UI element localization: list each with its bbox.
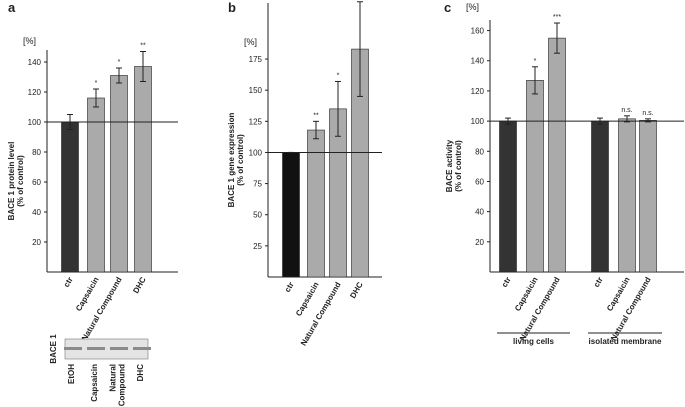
y-axis-label: (% of control) <box>16 155 25 207</box>
significance-label: n.s. <box>642 110 653 117</box>
bar <box>618 118 636 273</box>
x-tick-label: ctr <box>62 276 75 289</box>
y-tick-label: 20 <box>475 238 484 247</box>
x-tick-label: ctr <box>283 281 296 294</box>
y-tick-label: 25 <box>253 242 262 251</box>
group-label: isolated membrane <box>589 337 662 346</box>
error-bar <box>116 67 122 84</box>
bar <box>548 37 566 273</box>
error-bar <box>532 66 538 95</box>
y-tick-label: 120 <box>28 88 42 97</box>
y-axis-label: BACE 1 protein level <box>7 142 16 221</box>
y-axis-label: BACE 1 gene expression <box>227 113 236 208</box>
blot-lane-label: DHC <box>136 364 145 382</box>
y-axis-label: (% of control) <box>236 134 245 186</box>
bar <box>526 80 544 273</box>
x-tick-label: Natural Compound <box>609 275 653 342</box>
significance-label: * <box>95 80 98 87</box>
bar <box>87 97 105 273</box>
bar <box>282 152 300 278</box>
significance-label: *** <box>553 14 561 21</box>
unit-label: [%] <box>244 37 257 47</box>
panel-label: a <box>8 0 16 15</box>
error-bar <box>335 80 341 137</box>
blot-label: BACE 1 <box>49 334 58 364</box>
y-tick-label: 140 <box>28 58 42 67</box>
y-tick-label: 50 <box>253 211 262 220</box>
y-tick-label: 40 <box>32 208 41 217</box>
significance-label: ** <box>313 112 319 119</box>
blot-band <box>64 347 82 350</box>
y-tick-label: 100 <box>471 117 485 126</box>
y-axis-label: (% of control) <box>454 140 463 192</box>
significance-label: * <box>337 72 340 79</box>
y-tick-label: 100 <box>28 118 42 127</box>
blot-lane-label: NaturalCompound <box>109 364 127 406</box>
y-tick-label: 160 <box>471 27 485 36</box>
x-tick-label: DHC <box>131 275 148 295</box>
blot-band <box>110 347 128 350</box>
panel-label: c <box>444 0 451 15</box>
x-tick-label: Natural Compound <box>299 280 343 347</box>
blot-lane-label-line: Compound <box>118 364 127 406</box>
x-tick-label: DHC <box>348 280 365 300</box>
y-tick-label: 60 <box>32 178 41 187</box>
x-tick-label: ctr <box>592 276 605 289</box>
blot-lane-label: EtOH <box>67 364 76 384</box>
y-tick-label: 120 <box>471 87 485 96</box>
bar <box>591 120 609 273</box>
error-bar <box>313 120 319 140</box>
y-tick-label: 125 <box>249 117 263 126</box>
y-tick-label: 175 <box>249 55 263 64</box>
unit-label: [%] <box>23 36 36 46</box>
y-tick-label: 80 <box>475 147 484 156</box>
bar <box>639 120 657 273</box>
x-tick-label: Natural Compound <box>518 275 562 342</box>
bar <box>499 120 517 273</box>
error-bar <box>140 51 146 82</box>
y-tick-label: 100 <box>249 148 263 157</box>
significance-label: n.s. <box>621 107 632 114</box>
blot-band <box>133 347 151 350</box>
significance-label: ** <box>140 43 146 50</box>
error-bar <box>93 88 99 108</box>
blot-lane-label: Capsaicin <box>90 364 99 402</box>
significance-label: * <box>118 59 121 66</box>
x-tick-label: ctr <box>500 276 513 289</box>
bar <box>134 66 152 273</box>
y-tick-label: 40 <box>475 208 484 217</box>
error-bar <box>554 22 560 54</box>
error-bar <box>357 1 363 97</box>
y-tick-label: 80 <box>32 148 41 157</box>
y-axis-label: BACE activity <box>445 139 454 192</box>
y-tick-label: 20 <box>32 238 41 247</box>
blot-band <box>87 347 105 350</box>
group-label: living cells <box>513 337 554 346</box>
significance-label: * <box>534 58 537 65</box>
y-tick-label: 150 <box>249 86 263 95</box>
bar <box>61 121 79 273</box>
blot-lane-label-line: Natural <box>109 364 118 392</box>
unit-label: [%] <box>466 2 479 12</box>
y-tick-label: 75 <box>253 180 262 189</box>
y-tick-label: 140 <box>471 57 485 66</box>
bar <box>110 75 128 273</box>
y-tick-label: 60 <box>475 177 484 186</box>
panel-label: b <box>228 0 236 15</box>
